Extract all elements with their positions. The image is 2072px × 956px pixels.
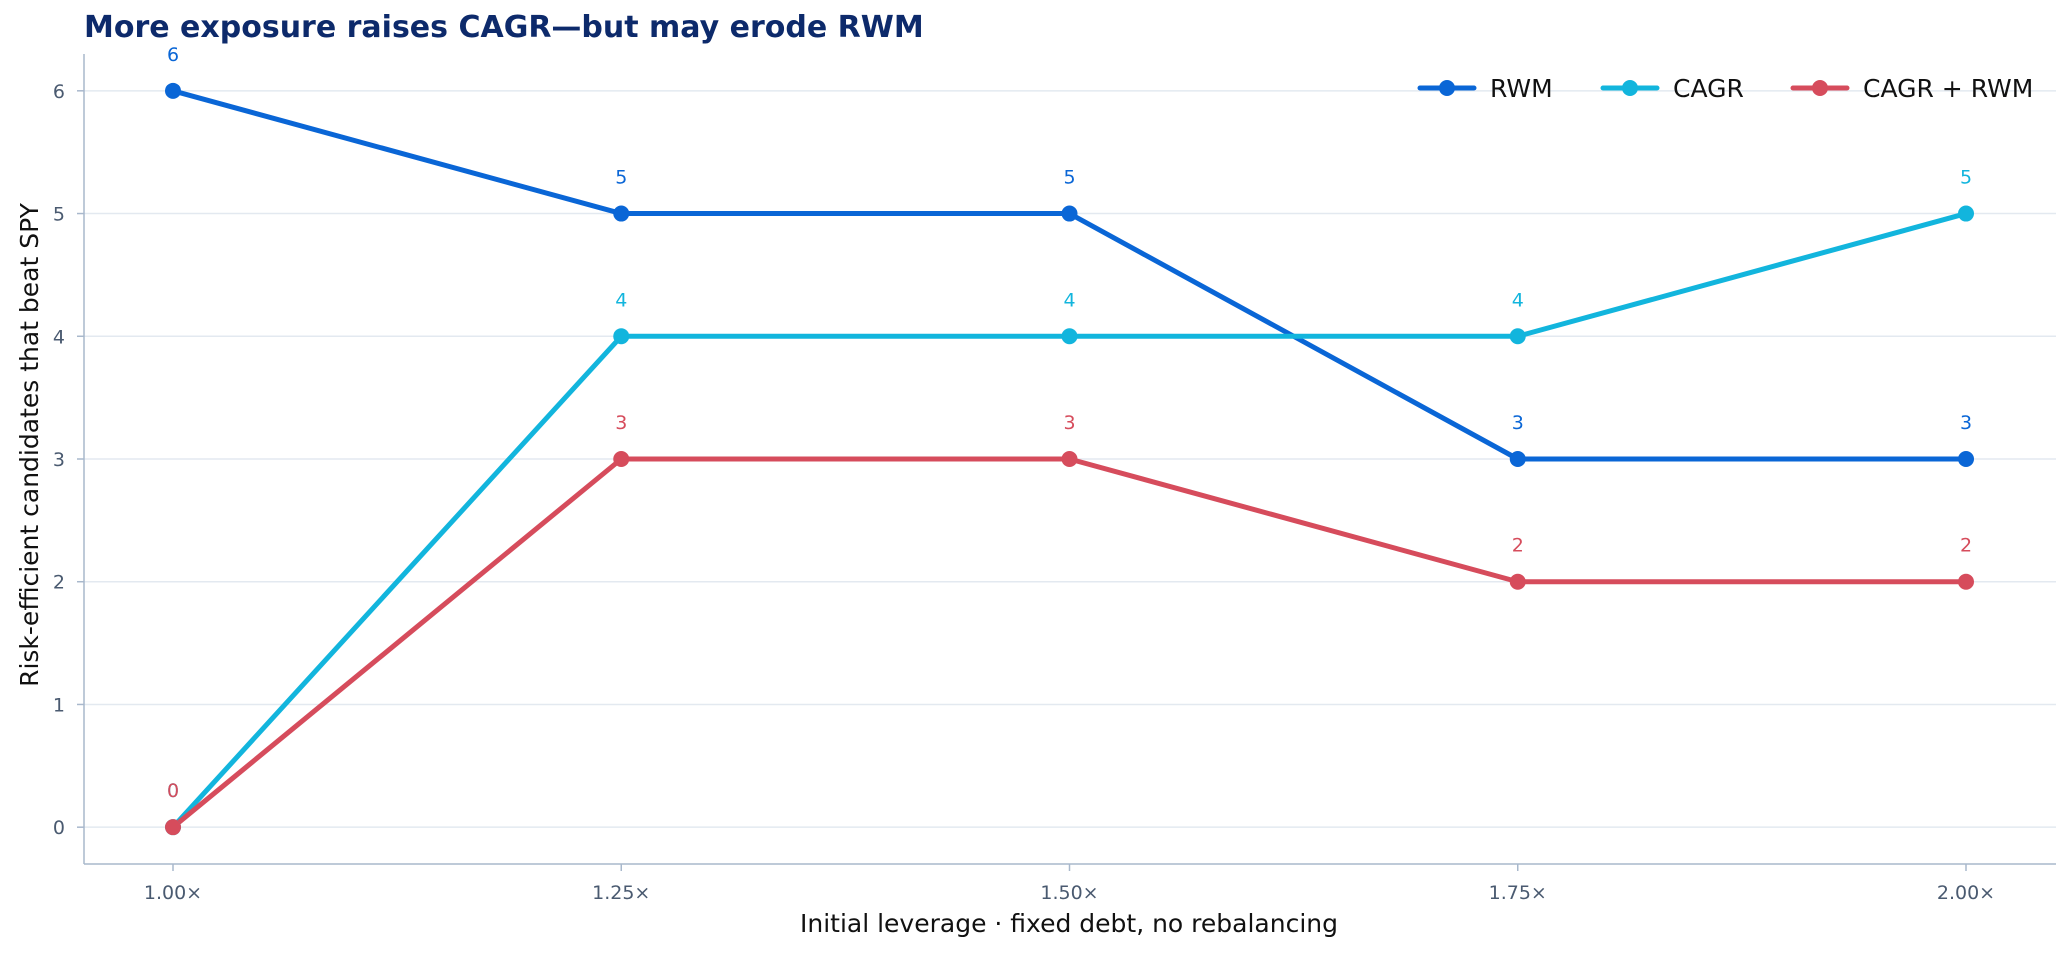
y-tick-label-0: 0 xyxy=(53,817,65,839)
data-label-cagr-4: 5 xyxy=(1960,167,1972,189)
series-line-rwm xyxy=(170,88,1969,462)
legend-marker-cagr xyxy=(1622,80,1638,96)
x-tick-label-4: 2.00× xyxy=(1937,882,1995,904)
data-label-cagr-rwm-2: 3 xyxy=(1063,412,1075,434)
data-label-cagr-2: 4 xyxy=(1063,289,1075,311)
series-points xyxy=(165,82,1974,836)
legend: RWM CAGR CAGR + RWM xyxy=(1417,74,2033,103)
data-point-cagr-rwm-3 xyxy=(1509,573,1526,590)
data-label-rwm-0: 6 xyxy=(167,44,179,66)
y-ticks: 0 1 2 3 4 5 6 xyxy=(53,81,84,839)
data-point-cagr-rwm-4 xyxy=(1958,573,1974,590)
x-axis-label: Initial leverage · fixed debt, no rebala… xyxy=(800,909,1338,938)
data-label-rwm-1: 5 xyxy=(615,167,627,189)
x-tick-label-0: 1.00× xyxy=(144,882,202,904)
series-line-cagr-rwm xyxy=(170,456,1969,830)
data-label-cagr-1: 4 xyxy=(615,289,627,311)
x-tick-label-2: 1.50× xyxy=(1040,882,1098,904)
data-point-cagr-3 xyxy=(1509,328,1526,345)
legend-label-cagr-rwm: CAGR + RWM xyxy=(1863,74,2033,103)
y-tick-label-6: 6 xyxy=(53,81,65,103)
data-label-cagr-0: 0 xyxy=(167,780,179,802)
data-label-cagr-rwm-3: 2 xyxy=(1512,535,1524,557)
data-point-rwm-4 xyxy=(1958,451,1974,467)
data-point-cagr-4 xyxy=(1958,205,1974,222)
y-axis-label: Risk-efficient candidates that beat SPY xyxy=(15,202,44,687)
y-tick-label-5: 5 xyxy=(53,204,65,226)
legend-label-cagr: CAGR xyxy=(1673,74,1744,103)
data-point-rwm-0 xyxy=(165,82,181,99)
y-tick-label-3: 3 xyxy=(53,449,65,471)
legend-label-rwm: RWM xyxy=(1490,74,1553,103)
data-label-rwm-4: 3 xyxy=(1960,412,1972,434)
chart-title: More exposure raises CAGR—but may erode … xyxy=(84,10,924,45)
y-tick-label-4: 4 xyxy=(53,326,65,348)
x-ticks: 1.00× 1.25× 1.50× 1.75× 2.00× xyxy=(144,864,1995,904)
data-point-cagr-rwm-0 xyxy=(165,819,181,836)
data-point-cagr-rwm-1 xyxy=(613,451,630,467)
data-point-rwm-2 xyxy=(1061,205,1078,222)
data-label-rwm-3: 3 xyxy=(1512,412,1524,434)
legend-marker-rwm xyxy=(1439,80,1455,96)
x-tick-label-3: 1.75× xyxy=(1489,882,1547,904)
data-point-cagr-1 xyxy=(613,328,630,345)
y-tick-label-1: 1 xyxy=(53,694,65,716)
data-point-cagr-2 xyxy=(1061,328,1078,345)
data-point-rwm-3 xyxy=(1509,451,1526,467)
y-tick-label-2: 2 xyxy=(53,572,65,594)
data-label-cagr-3: 4 xyxy=(1512,289,1524,311)
data-label-cagr-rwm-4: 2 xyxy=(1960,535,1972,557)
data-point-cagr-rwm-2 xyxy=(1061,451,1078,467)
legend-marker-cagr-rwm xyxy=(1812,80,1828,96)
data-label-cagr-rwm-1: 3 xyxy=(615,412,627,434)
data-point-rwm-1 xyxy=(613,205,630,222)
data-label-cagr-rwm-0: 0 xyxy=(167,780,179,802)
x-tick-label-1: 1.25× xyxy=(592,882,650,904)
data-label-rwm-2: 5 xyxy=(1063,167,1075,189)
